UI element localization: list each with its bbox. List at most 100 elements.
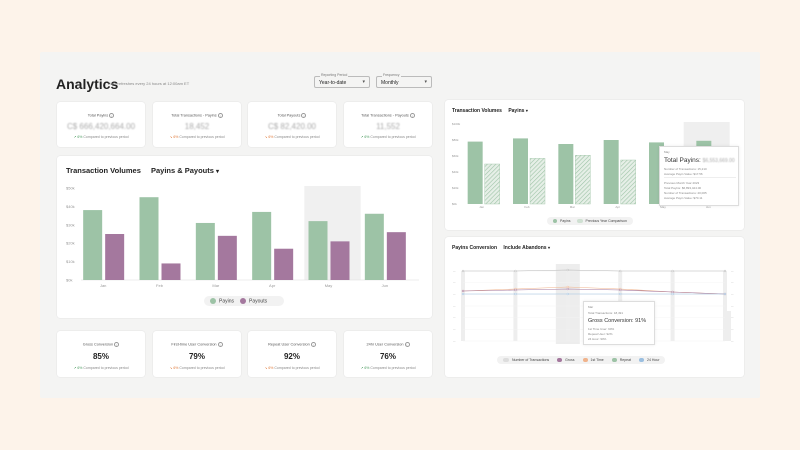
kpi-card: Total Transactions - Payins i 18,452 ↘ 6% … bbox=[153, 102, 241, 147]
y-tick-label: — bbox=[453, 305, 456, 308]
legend-item[interactable]: Repeat bbox=[611, 358, 631, 363]
info-icon[interactable]: i bbox=[310, 342, 316, 347]
kpi-title: Repeat User Conversion i bbox=[248, 342, 336, 347]
y-tick-label: $30k bbox=[66, 222, 75, 227]
tooltip-line: 24 Hour: 90% bbox=[588, 337, 607, 341]
info-icon[interactable]: i bbox=[409, 113, 415, 118]
point-first-time bbox=[566, 285, 569, 289]
kpi-title: Total Transactions - Payins i bbox=[153, 113, 241, 118]
legend-item[interactable]: 24 Hour bbox=[639, 358, 659, 363]
frequency-value: Monthly bbox=[381, 80, 399, 86]
line-repeat bbox=[462, 288, 726, 295]
y-tick-label: $0k bbox=[452, 202, 457, 206]
bar-previous-year bbox=[529, 158, 546, 205]
conversion-chart-legend: Number of Transactions Gross 1st Time Repea… bbox=[497, 356, 666, 364]
legend-payouts[interactable]: Payouts bbox=[240, 297, 267, 304]
kpi-title: Total Transactions - Payouts i bbox=[344, 113, 432, 118]
x-tick-label: Jun bbox=[706, 205, 711, 209]
legend-payins[interactable]: Payins bbox=[210, 297, 234, 304]
chevron-down-icon: ▾ bbox=[216, 169, 220, 175]
x-tick-label: Apr bbox=[269, 283, 276, 288]
kpi-value: C$ 82,420.00 bbox=[267, 122, 317, 131]
chevron-down-icon: ▾ bbox=[362, 79, 365, 85]
payins-chart-filter[interactable]: Payins ▾ bbox=[508, 108, 528, 114]
refresh-note: Data refreshes every 24 hours at 12:00am… bbox=[108, 81, 190, 86]
y-tick-label: — bbox=[731, 293, 734, 296]
point-gross bbox=[723, 269, 727, 273]
kpi-title: First-time User Conversion i bbox=[153, 342, 241, 347]
y-tick-label: — bbox=[453, 328, 456, 331]
point-24-hour bbox=[461, 292, 465, 296]
payins-chart-title: Transaction Volumes bbox=[452, 108, 502, 114]
y-tick-label: — bbox=[731, 328, 734, 331]
y-tick-label: — bbox=[731, 305, 734, 308]
y-tick-label: $100k bbox=[452, 122, 461, 126]
legend-swatch bbox=[582, 358, 588, 363]
bar-previous-year bbox=[620, 159, 636, 205]
frequency-label: Frequency bbox=[382, 73, 401, 77]
chevron-down-icon: ▾ bbox=[525, 108, 528, 113]
payins-chart-legend: Payins Previous Year Comparison bbox=[547, 217, 633, 225]
bar-payouts bbox=[217, 235, 237, 280]
info-icon[interactable]: i bbox=[301, 113, 307, 118]
trend-down-icon: ↘ bbox=[169, 366, 173, 370]
info-icon[interactable]: i bbox=[217, 342, 223, 347]
chevron-down-icon: ▾ bbox=[424, 79, 427, 85]
y-tick-label: — bbox=[731, 317, 734, 320]
legend-swatch bbox=[639, 358, 645, 363]
y-tick-label: — bbox=[731, 340, 734, 343]
point-repeat bbox=[566, 287, 569, 291]
legend-item[interactable]: Gross bbox=[557, 358, 575, 363]
bar-payins bbox=[513, 138, 528, 204]
point-repeat bbox=[514, 288, 517, 292]
info-icon[interactable]: i bbox=[114, 342, 120, 347]
kpi-card: First-time User Conversion i 79% ↘ 6% Comp… bbox=[153, 331, 241, 377]
legend-item[interactable]: Number of Transactions bbox=[503, 358, 549, 363]
info-icon[interactable]: i bbox=[109, 113, 115, 118]
bar-payouts bbox=[105, 234, 125, 280]
legend-previous-year[interactable]: Previous Year Comparison bbox=[576, 219, 627, 224]
bar-payins bbox=[83, 210, 103, 280]
kpi-comparison: ↗ 6% Compared to previous period bbox=[73, 366, 129, 370]
tooltip-line: Number of Transactions: 15,210 bbox=[664, 167, 707, 171]
tooltip-divider bbox=[664, 177, 736, 178]
y-tick-label: $0k bbox=[66, 278, 72, 283]
bar-payouts bbox=[386, 232, 406, 280]
main-chart-filter[interactable]: Payins & Payouts ▾ bbox=[151, 166, 219, 175]
kpi-comparison: ↗ 6% Compared to previous period bbox=[73, 135, 129, 139]
page-title: Analytics bbox=[56, 76, 119, 92]
y-tick-label: — bbox=[453, 282, 456, 285]
trend-up-icon: ↗ bbox=[360, 366, 364, 370]
point-24-hour bbox=[566, 292, 569, 296]
conversion-line-chart: — — — — — — — — — — — — — — bbox=[453, 264, 734, 344]
legend-payins[interactable]: Payins bbox=[553, 219, 571, 224]
bar-payins bbox=[195, 222, 215, 280]
y-tick-label: — bbox=[453, 340, 456, 343]
point-gross bbox=[619, 269, 622, 273]
frequency-select[interactable]: Monthly ▾ Frequency bbox=[376, 73, 432, 88]
kpi-title: Gross Conversion i bbox=[57, 342, 145, 347]
info-icon[interactable]: i bbox=[404, 342, 410, 347]
info-icon[interactable]: i bbox=[217, 113, 223, 118]
kpi-card: Total Payouts i C$ 82,420.00 ↘ 6% Compared… bbox=[248, 102, 336, 147]
y-tick-label: $80k bbox=[452, 138, 459, 142]
bar-payouts bbox=[330, 241, 350, 280]
point-repeat bbox=[619, 288, 622, 292]
bar-payins bbox=[603, 140, 619, 204]
tooltip-month: Mar bbox=[588, 305, 594, 309]
trend-down-icon: ↘ bbox=[169, 135, 173, 139]
legend-item[interactable]: 1st Time bbox=[582, 358, 604, 363]
payins-tooltip: May Total Payins: $6,553,669.00 Number o… bbox=[659, 146, 739, 206]
reporting-period-select[interactable]: Year-to-date ▾ Reporting Period bbox=[314, 73, 370, 88]
kpi-comparison: ↗ 6% Compared to previous period bbox=[360, 366, 416, 370]
reporting-period-value: Year-to-date bbox=[319, 80, 347, 86]
trend-up-icon: ↗ bbox=[73, 366, 77, 370]
conversion-chart-filter-label: Include Abandons bbox=[503, 245, 547, 251]
kpi-card: Gross Conversion i 85% ↗ 6% Compared to pr… bbox=[57, 331, 145, 377]
bar-previous-year bbox=[575, 155, 591, 205]
x-tick-label: Jun bbox=[382, 283, 388, 288]
bar-payouts bbox=[161, 263, 181, 280]
x-tick-label: Jan bbox=[100, 283, 106, 288]
conversion-chart-filter[interactable]: Include Abandons ▾ bbox=[503, 245, 550, 251]
main-bar-chart: $50k $40k $30k $20k $10k $0k Jan Feb Mar Apr May Ju… bbox=[66, 186, 419, 288]
